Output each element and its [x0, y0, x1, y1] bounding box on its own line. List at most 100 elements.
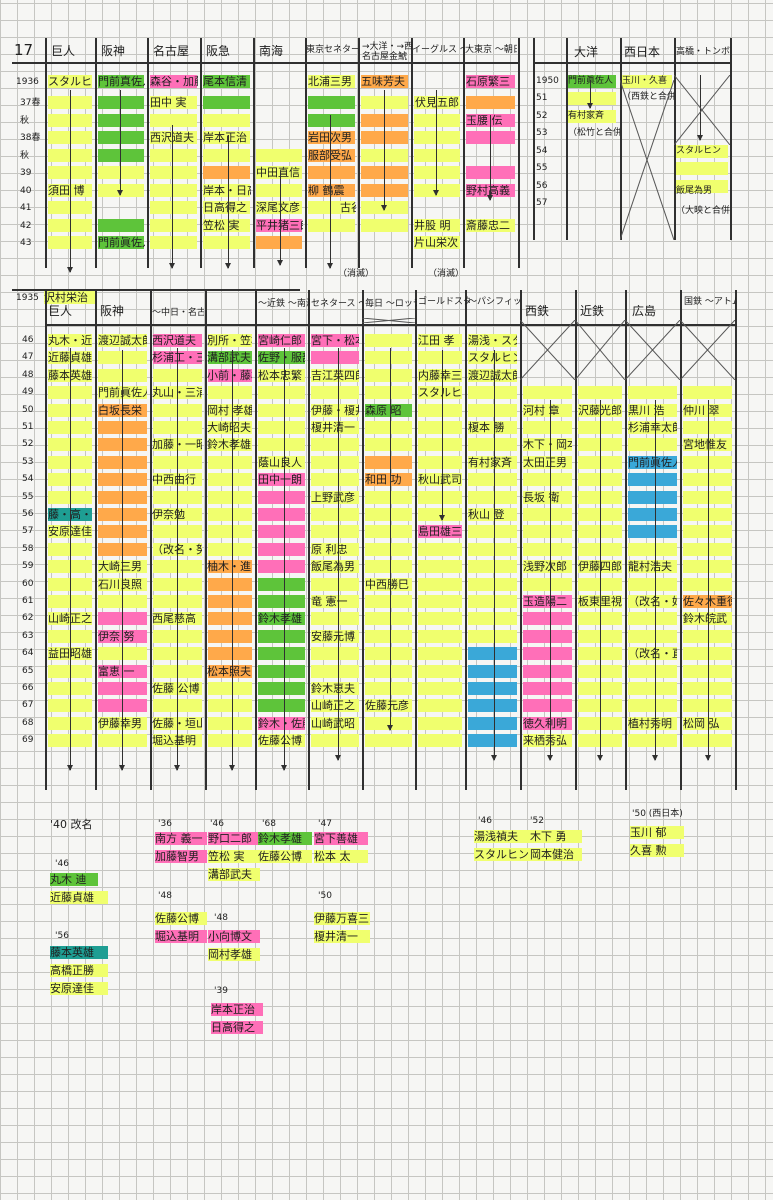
- highlight-mark: [203, 114, 250, 127]
- player-name: 岸本・日高: [203, 184, 251, 197]
- year-label: 61: [22, 596, 34, 606]
- player-name: 服部受弘: [308, 149, 356, 162]
- highlight-mark: [523, 386, 572, 400]
- note-merger: （大映と合併）: [676, 206, 730, 216]
- arrow-down-icon: [438, 350, 446, 521]
- highlight-mark: [365, 455, 412, 469]
- highlight-mark: [628, 386, 677, 400]
- highlight-mark: [150, 149, 197, 162]
- highlight-mark: [523, 595, 572, 608]
- team-header: 巨人: [48, 305, 73, 318]
- highlight-mark: [308, 184, 355, 197]
- highlight-mark: [523, 421, 572, 434]
- team-header: ～近鉄 ～南海: [258, 299, 310, 309]
- player-name: 飯尾為男: [311, 560, 355, 574]
- player-name: （改名・直旺）: [628, 647, 677, 661]
- year-label: 53: [22, 456, 34, 467]
- highlight-mark: [258, 334, 305, 347]
- player-name: 柚木・進: [207, 560, 251, 574]
- year-label: 46: [22, 335, 34, 345]
- highlight-mark: [203, 131, 250, 144]
- player-name: スタルヒン: [676, 146, 722, 156]
- highlight-mark: [466, 75, 515, 88]
- highlight-mark: [418, 629, 462, 643]
- highlight-mark: [523, 455, 572, 469]
- highlight-mark: [365, 647, 412, 661]
- highlight-mark: [418, 473, 462, 487]
- highlight-mark: [523, 438, 572, 452]
- highlight-mark: [523, 716, 572, 730]
- footnote-name: 高橋正勝: [50, 964, 94, 977]
- highlight-mark: [203, 219, 250, 232]
- highlight-mark: [311, 351, 359, 365]
- year-label: 51: [22, 422, 34, 432]
- highlight-mark: [683, 734, 732, 748]
- player-name: 伊藤・榎井: [311, 403, 359, 417]
- player-name: 富恵 一: [98, 664, 135, 678]
- highlight-mark: [150, 75, 197, 88]
- footnote-name: 岡本健治: [530, 848, 574, 861]
- highlight-mark: [208, 386, 252, 400]
- highlight-mark: [530, 830, 582, 843]
- footnote-name: スタルヒン: [474, 848, 529, 861]
- footnote-name: 宮下善雄: [314, 832, 358, 845]
- highlight-mark: [628, 595, 677, 608]
- player-name: 吉江英四郎: [311, 368, 359, 382]
- arrow-down-icon: [116, 90, 124, 196]
- player-name: 島田雄三: [418, 525, 462, 539]
- highlight-mark: [523, 525, 572, 539]
- highlight-mark: [311, 421, 359, 434]
- footnote-name: 安原達佳: [50, 982, 94, 995]
- highlight-mark: [208, 351, 252, 365]
- highlight-mark: [418, 508, 462, 521]
- player-name: 有村家斉: [468, 455, 512, 469]
- highlight-mark: [628, 525, 677, 539]
- highlight-mark: [50, 982, 108, 995]
- player-name: 佐藤・垣山: [152, 716, 202, 730]
- header-rule: [12, 62, 518, 64]
- player-name: 西沢道夫: [152, 334, 196, 347]
- highlight-mark: [150, 219, 197, 232]
- highlight-mark: [258, 421, 305, 434]
- footnote-year: '46: [55, 859, 69, 869]
- year-label: 42: [20, 221, 32, 231]
- player-name: 古谷倉之助: [340, 201, 356, 214]
- highlight-mark: [150, 236, 197, 249]
- highlight-mark: [468, 490, 517, 504]
- column-rule: [620, 38, 622, 240]
- column-rule: [625, 290, 627, 790]
- arrow-down-icon: [386, 348, 394, 731]
- highlight-mark: [311, 403, 359, 417]
- year-label: 55: [536, 163, 548, 173]
- highlight-mark: [418, 368, 462, 382]
- footnote-year: '46: [478, 816, 492, 826]
- highlight-mark: [628, 699, 677, 713]
- arrow-down-icon: [596, 400, 604, 761]
- highlight-mark: [311, 473, 359, 487]
- highlight-mark: [628, 734, 677, 748]
- footnote-year: '46: [210, 819, 224, 829]
- player-name: 佐藤元彦: [365, 699, 409, 713]
- highlight-mark: [256, 219, 302, 232]
- highlight-mark: [258, 368, 305, 382]
- highlight-mark: [468, 334, 517, 347]
- highlight-mark: [523, 473, 572, 487]
- player-name: 渡辺誠太郎: [468, 368, 517, 382]
- highlight-mark: [628, 542, 677, 556]
- year-label: 52: [536, 111, 548, 121]
- highlight-mark: [258, 577, 305, 591]
- footnote-year: '48: [214, 913, 228, 923]
- highlight-mark: [468, 682, 517, 695]
- player-name: 石川良照: [98, 577, 142, 591]
- highlight-mark: [311, 438, 359, 452]
- player-name: 伊藤幸男: [98, 716, 142, 730]
- highlight-mark: [365, 560, 412, 574]
- player-name: 田中 実: [150, 96, 187, 109]
- highlight-mark: [258, 403, 305, 417]
- player-name: 西沢道夫: [150, 131, 198, 144]
- year-label: 58: [22, 543, 34, 554]
- footnote-name: 久喜 勲: [630, 844, 667, 857]
- highlight-mark: [365, 629, 412, 643]
- highlight-mark: [150, 131, 197, 144]
- player-name: 徳久利明: [523, 716, 567, 730]
